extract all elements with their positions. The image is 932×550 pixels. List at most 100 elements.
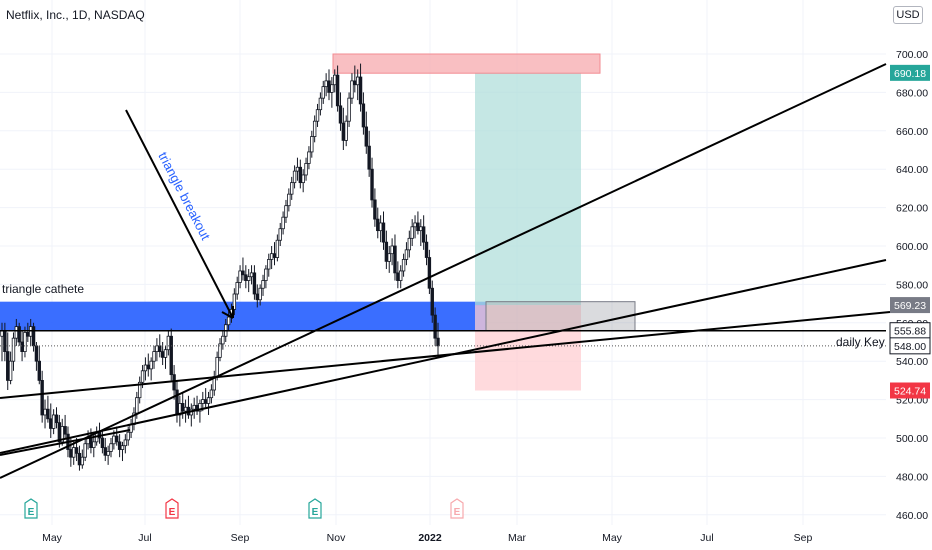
candle — [172, 365, 176, 400]
candle-body — [241, 270, 245, 276]
candle — [312, 115, 317, 143]
candle-body — [304, 163, 308, 176]
earnings-marker-shape — [450, 498, 464, 519]
candle — [206, 391, 211, 415]
earnings-marker-letter: E — [312, 507, 319, 518]
candle-body — [149, 360, 153, 370]
candle — [335, 65, 340, 112]
candle — [72, 441, 76, 465]
candle-body — [384, 241, 389, 262]
candle-body — [358, 76, 363, 105]
candle — [43, 399, 47, 429]
candle-body — [109, 443, 113, 452]
candle-body — [49, 418, 53, 429]
candle — [430, 280, 434, 323]
candle-body — [106, 451, 110, 456]
candle-body — [143, 364, 148, 372]
price-label-badge: 690.18 — [890, 64, 930, 81]
candle — [384, 230, 389, 270]
candle — [163, 345, 168, 369]
candle — [115, 426, 119, 446]
candle — [298, 159, 303, 189]
price-tick-label: 540.00 — [896, 356, 928, 368]
candle — [137, 376, 142, 404]
candle-body — [433, 314, 437, 339]
candle-body — [255, 293, 259, 301]
position-box — [485, 301, 636, 331]
candle — [80, 449, 85, 469]
candle-body — [361, 103, 366, 128]
candle-body — [353, 80, 357, 86]
candle-body — [17, 326, 21, 343]
candle-body — [201, 399, 205, 404]
price-axis[interactable]: 460.00480.00500.00520.00540.00560.00580.… — [889, 49, 931, 522]
candle-body — [416, 222, 420, 232]
time-tick-label: Jul — [138, 532, 151, 544]
candle — [278, 222, 282, 246]
candle-body — [232, 293, 237, 310]
candle — [246, 269, 251, 293]
candle — [410, 219, 414, 246]
price-tick-label: 580.00 — [896, 279, 928, 291]
candle — [381, 211, 386, 250]
candle-body — [355, 76, 360, 86]
earnings-marker-shape — [308, 498, 322, 519]
annotation-triangle-cathete: triangle cathete — [2, 282, 84, 296]
price-label-text: 555.88 — [894, 326, 926, 338]
candle — [413, 215, 417, 239]
candle — [267, 253, 271, 277]
trendline — [0, 311, 891, 399]
candle-body — [401, 259, 406, 272]
breakout-arrow-head — [221, 306, 234, 319]
price-label-text: 569.23 — [894, 300, 926, 312]
candle-body — [350, 80, 354, 99]
price-label-bg — [890, 64, 930, 81]
candle — [261, 274, 265, 296]
candle — [401, 253, 406, 277]
candle — [238, 265, 242, 289]
time-axis[interactable]: May Jul Sep Nov 2022 Mar May Jul Sep — [42, 532, 812, 544]
candle — [209, 384, 214, 404]
candle-body — [54, 414, 59, 424]
price-label-badge: 555.88 — [889, 322, 931, 340]
price-label-badge: 524.74 — [890, 382, 930, 399]
breakout-arrow-line — [125, 109, 234, 319]
candle — [249, 265, 254, 285]
candle-body — [23, 331, 27, 352]
candle — [301, 169, 305, 193]
grid-lines — [0, 0, 886, 525]
candle-body — [278, 228, 282, 241]
price-tick-label: 680.00 — [896, 87, 928, 99]
time-tick-label: Nov — [327, 532, 346, 544]
price-label-bg — [890, 297, 930, 314]
candle — [307, 146, 311, 170]
candle — [17, 322, 21, 346]
candle-body — [315, 109, 320, 122]
candle-body — [152, 351, 156, 362]
candle-body — [117, 441, 122, 450]
candle-body — [8, 360, 13, 381]
candle-body — [203, 399, 208, 404]
candle-body — [235, 282, 239, 295]
candle — [183, 399, 188, 423]
candle — [63, 414, 67, 438]
time-tick-label: May — [42, 532, 63, 544]
candle — [11, 332, 16, 371]
candle-body — [155, 345, 159, 352]
candle-body — [387, 253, 391, 262]
candle — [327, 69, 331, 101]
candle — [284, 199, 288, 223]
currency-badge[interactable]: USD — [893, 6, 923, 24]
candle — [175, 380, 179, 423]
candle — [169, 328, 173, 381]
candle — [235, 276, 239, 300]
candle-body — [63, 426, 67, 435]
candle-body — [175, 389, 179, 416]
earnings-marker-letter: E — [454, 507, 461, 518]
candle-body — [378, 222, 383, 232]
annotation-triangle-breakout: triangle breakout — [155, 149, 213, 242]
price-label-badge: 569.23 — [890, 297, 930, 314]
candle-body — [103, 447, 107, 456]
candle-body — [192, 404, 196, 410]
